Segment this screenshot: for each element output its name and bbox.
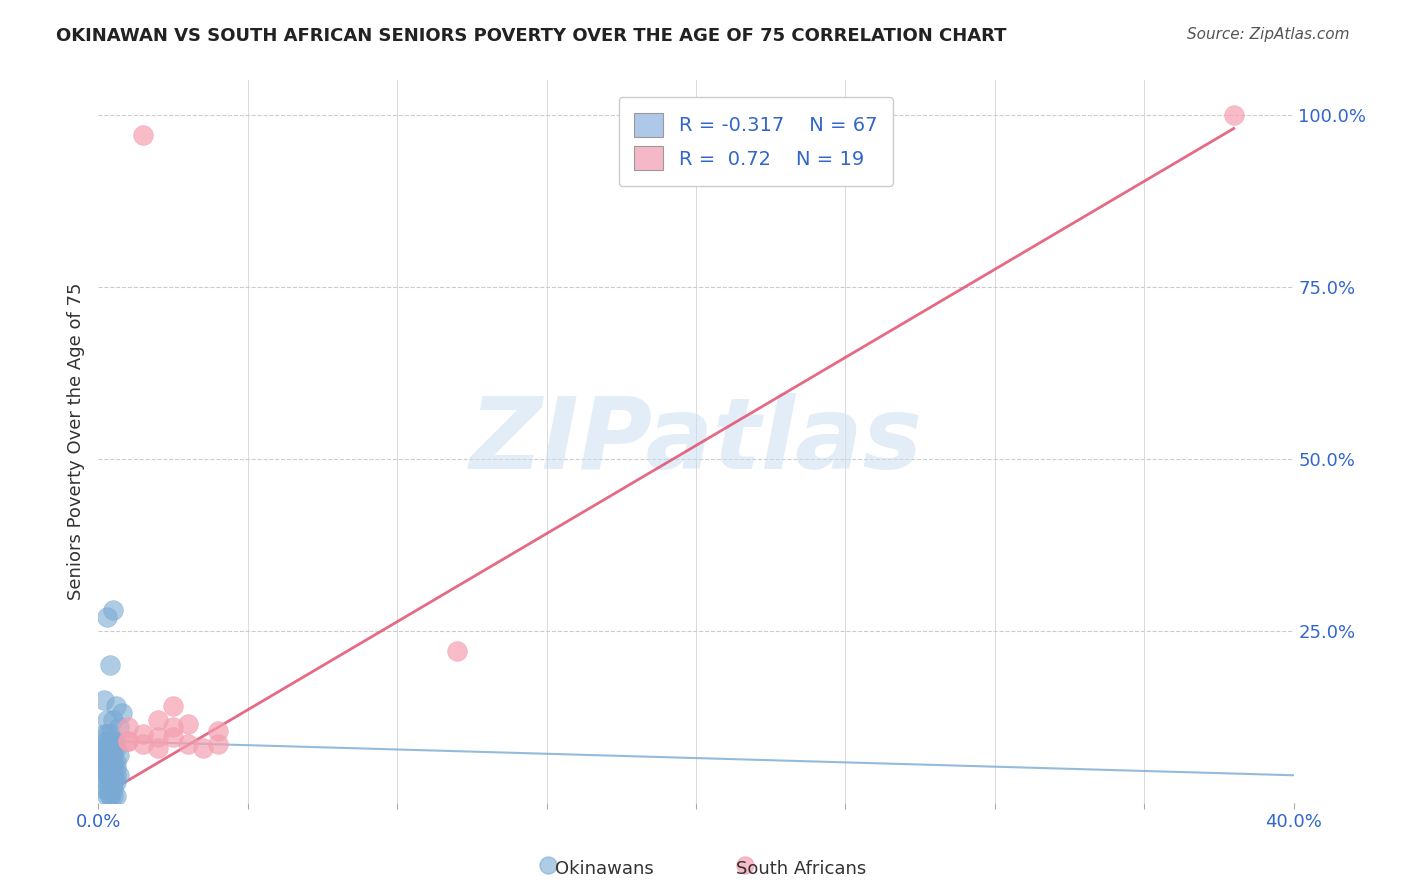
Point [103,775,125,789]
Text: South Africans: South Africans [737,860,866,878]
Point [98,734,122,748]
Point [117,734,139,748]
Point [537,858,560,872]
Point [96,755,118,769]
Point [96,713,118,727]
Point [162,699,184,714]
Point [207,723,229,738]
Point [93,727,115,741]
Point [148,731,170,745]
Point [96,775,118,789]
Point [98,768,122,782]
Point [98,740,122,755]
Point [96,740,118,755]
Point [98,734,122,748]
Text: Source: ZipAtlas.com: Source: ZipAtlas.com [1187,27,1350,42]
Point [105,768,128,782]
Point [177,737,200,751]
Point [98,761,122,775]
Point [207,737,229,751]
Point [105,755,128,769]
Point [96,768,118,782]
Point [96,755,118,769]
Y-axis label: Seniors Poverty Over the Age of 75: Seniors Poverty Over the Age of 75 [66,283,84,600]
Point [96,734,118,748]
Point [96,747,118,762]
Point [93,755,115,769]
Point [98,789,122,803]
Point [446,644,468,658]
Point [117,734,139,748]
Point [103,713,125,727]
Point [103,789,125,803]
Point [103,740,125,755]
Point [117,720,139,734]
Legend: R = -0.317    N = 67, R =  0.72    N = 19: R = -0.317 N = 67, R = 0.72 N = 19 [619,97,893,186]
Text: Okinawans: Okinawans [555,860,654,878]
Point [132,737,155,751]
Point [93,740,115,755]
Point [1223,108,1246,122]
Point [734,858,756,872]
Text: ZIPatlas: ZIPatlas [470,393,922,490]
Point [98,747,122,762]
Point [98,761,122,775]
Point [105,734,128,748]
Point [103,761,125,775]
Point [103,768,125,782]
Point [93,692,115,706]
Point [96,789,118,803]
Point [98,768,122,782]
Point [105,775,128,789]
Point [96,727,118,741]
Point [105,761,128,775]
Point [103,755,125,769]
Point [98,755,122,769]
Point [103,782,125,797]
Point [93,747,115,762]
Point [108,747,131,762]
Point [96,761,118,775]
Point [191,740,214,755]
Point [98,775,122,789]
Point [93,782,115,797]
Point [96,768,118,782]
Point [93,761,115,775]
Point [98,747,122,762]
Point [105,699,128,714]
Point [96,782,118,797]
Point [148,740,170,755]
Point [108,720,131,734]
Point [148,713,170,727]
Point [98,782,122,797]
Point [105,789,128,803]
Point [98,727,122,741]
Point [98,761,122,775]
Point [93,740,115,755]
Point [177,716,200,731]
Point [111,706,134,721]
Point [98,789,122,803]
Text: OKINAWAN VS SOUTH AFRICAN SENIORS POVERTY OVER THE AGE OF 75 CORRELATION CHART: OKINAWAN VS SOUTH AFRICAN SENIORS POVERT… [56,27,1007,45]
Point [103,603,125,617]
Point [132,128,155,143]
Point [96,610,118,624]
Point [105,740,128,755]
Point [98,658,122,673]
Point [96,761,118,775]
Point [103,755,125,769]
Point [132,727,155,741]
Point [103,775,125,789]
Point [96,768,118,782]
Point [103,734,125,748]
Point [108,768,131,782]
Point [162,731,184,745]
Point [162,720,184,734]
Point [103,747,125,762]
Point [96,747,118,762]
